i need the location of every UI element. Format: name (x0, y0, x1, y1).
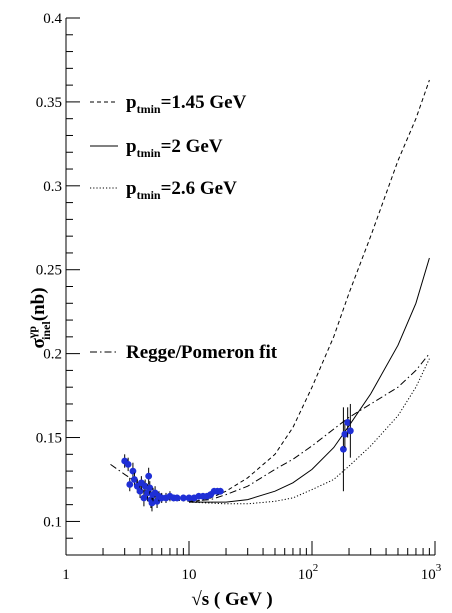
data-point (146, 484, 154, 492)
data-point (124, 460, 132, 468)
legend-label-3: ptmin=2.6 GeV (126, 178, 237, 202)
x-axis-title: √s ( GeV ) (191, 589, 272, 610)
series-line-1 (188, 79, 430, 503)
data-point (346, 427, 354, 435)
x-tick-label: 10 (182, 567, 197, 583)
x-tick-label: 102 (298, 562, 319, 583)
y-tick-label: 0.25 (36, 263, 62, 279)
axis-titles: √s ( GeV ) σγpinel(nb) (25, 287, 273, 610)
y-tick-label: 0.3 (43, 179, 62, 195)
curves-layer (110, 79, 430, 505)
legend-label-4: Regge/Pomeron fit (126, 342, 278, 363)
y-tick-label: 0.4 (43, 11, 62, 27)
legend-label-sub: tmin (137, 188, 161, 202)
y-tick-label: 0.15 (36, 431, 62, 447)
data-points-layer (121, 403, 354, 512)
data-point (341, 430, 349, 438)
x-tick-label: 103 (421, 562, 442, 583)
y-axis-title-superscript: γp (25, 326, 39, 340)
data-point (131, 476, 138, 483)
y-axis-title: σγpinel(nb) (25, 287, 53, 348)
data-point (173, 494, 181, 502)
data-point (145, 472, 153, 480)
x-tick-label-base: 10 (421, 567, 436, 583)
x-tick-label-base: 1 (62, 567, 70, 583)
x-tick-label-exponent: 3 (436, 562, 442, 574)
legend-label-tail: =1.45 GeV (161, 92, 247, 113)
y-axis-title-subscript: inel (39, 321, 53, 340)
legend-label-2: ptmin=2 GeV (126, 136, 223, 160)
data-point (129, 467, 137, 475)
legend-label-1: ptmin=1.45 GeV (126, 92, 247, 116)
data-point (185, 494, 193, 502)
data-point (140, 494, 148, 502)
series-line-2 (189, 257, 430, 503)
y-tick-label: 0.1 (43, 514, 62, 530)
legend-label-sub: tmin (137, 146, 161, 160)
series-line-4 (110, 353, 430, 502)
legend-label-main: Regge/Pomeron fit (126, 342, 278, 363)
y-tick-label: 0.2 (43, 347, 62, 363)
y-axis-title-unit: (nb) (28, 287, 49, 321)
legend-label-main: p (126, 136, 137, 157)
legend-label-main: p (126, 92, 137, 113)
data-point (136, 487, 144, 495)
legend-label-sub: tmin (137, 102, 161, 116)
y-tick-label: 0.35 (36, 95, 62, 111)
data-point (179, 494, 187, 502)
data-point (339, 445, 347, 453)
y-axis-title-symbol: σ (28, 338, 49, 349)
data-point (126, 481, 134, 488)
x-tick-label-base: 10 (182, 567, 197, 583)
data-point (344, 419, 352, 426)
data-point (216, 487, 224, 495)
x-tick-label: 1 (62, 567, 70, 583)
legend-label-tail: =2 GeV (161, 136, 223, 157)
legend-label-tail: =2.6 GeV (161, 178, 238, 199)
legend-label-main: p (126, 178, 137, 199)
x-tick-label-exponent: 2 (313, 562, 319, 574)
series-line-3 (188, 358, 430, 505)
x-tick-label-base: 10 (298, 567, 313, 583)
